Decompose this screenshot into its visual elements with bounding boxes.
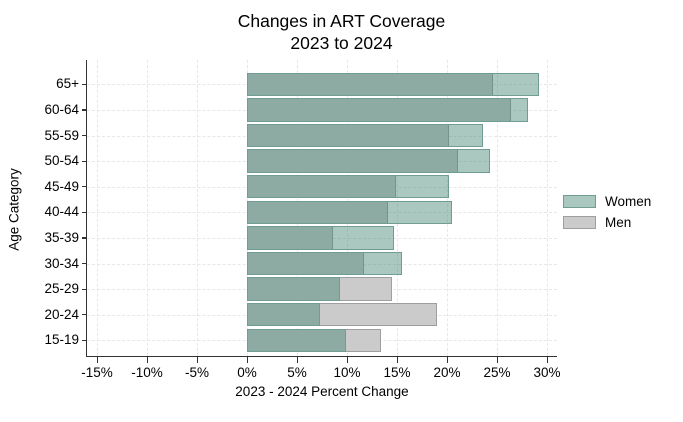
x-tick-mark [296, 357, 298, 363]
bar-women-25-29 [247, 277, 340, 301]
vertical-gridline [497, 60, 498, 356]
bar-women-40-44 [247, 200, 452, 225]
y-axis-line [86, 60, 88, 357]
vertical-gridline [147, 60, 148, 356]
bar-women-65+ [247, 72, 539, 97]
bar-women-30-34 [247, 251, 402, 276]
x-tick-mark [446, 357, 448, 363]
legend-label: Men [605, 214, 632, 230]
y-tick-mark [82, 237, 87, 239]
x-tick-mark [396, 357, 398, 363]
y-tick-label-55-59: 55-59 [44, 127, 79, 143]
legend-item-men: Men [563, 212, 651, 232]
x-tick-label: 15% [383, 365, 411, 380]
bar-women-20-24 [247, 302, 320, 327]
x-tick-label: -15% [81, 365, 113, 380]
bar-row-15-19 [247, 328, 381, 353]
x-tick-mark [96, 357, 98, 363]
legend-item-women: Women [563, 191, 651, 211]
y-tick-label-60-64: 60-64 [44, 101, 79, 117]
plot-area [87, 60, 557, 356]
chart-title-line2: 2023 to 2024 [290, 33, 393, 53]
y-tick-mark [82, 160, 87, 162]
x-tick-label: -10% [131, 365, 163, 380]
vertical-gridline [397, 60, 398, 356]
x-axis-title: 2023 - 2024 Percent Change [235, 384, 409, 399]
x-tick-label: 20% [433, 365, 461, 380]
y-tick-label-40-44: 40-44 [44, 204, 79, 220]
bar-row-30-34 [247, 251, 402, 276]
chart-title: Changes in ART Coverage 2023 to 2024 [0, 10, 683, 54]
y-axis-title: Age Category [6, 168, 22, 251]
legend-label: Women [605, 193, 652, 209]
bar-row-55-59 [247, 123, 483, 148]
y-tick-label-20-24: 20-24 [44, 306, 79, 322]
x-tick-label: 5% [287, 365, 307, 380]
x-tick-mark [496, 357, 498, 363]
x-tick-mark [246, 357, 248, 363]
y-tick-mark [82, 263, 87, 265]
x-tick-label: 30% [533, 365, 561, 380]
bar-women-45-49 [247, 174, 449, 199]
bar-row-40-44 [247, 200, 452, 225]
x-tick-label: 0% [237, 365, 257, 380]
x-tick-label: 25% [483, 365, 511, 380]
legend-swatch-men [563, 215, 596, 229]
bar-row-45-49 [247, 174, 449, 199]
bar-row-65+ [247, 72, 539, 97]
x-axis-line [86, 356, 557, 358]
y-tick-mark [82, 288, 87, 290]
bar-row-50-54 [247, 149, 490, 173]
y-tick-mark [82, 314, 87, 316]
y-tick-label-35-39: 35-39 [44, 229, 79, 245]
bar-women-15-19 [247, 328, 346, 353]
y-tick-mark [82, 83, 87, 85]
vertical-gridline [197, 60, 198, 356]
y-tick-mark [82, 339, 87, 341]
x-tick-mark [196, 357, 198, 363]
chart-title-line1: Changes in ART Coverage [237, 11, 446, 31]
y-tick-label-50-54: 50-54 [44, 153, 79, 169]
y-tick-mark [82, 135, 87, 137]
x-tick-mark [146, 357, 148, 363]
vertical-gridline [447, 60, 448, 356]
bar-women-60-64 [247, 98, 528, 122]
x-tick-mark [346, 357, 348, 363]
y-tick-label-65+: 65+ [56, 76, 79, 92]
y-tick-mark [82, 186, 87, 188]
bar-women-35-39 [247, 226, 394, 250]
x-tick-mark [546, 357, 548, 363]
bar-women-50-54 [247, 149, 490, 173]
x-tick-label: 10% [333, 365, 361, 380]
legend: Women Men [563, 191, 651, 233]
bar-row-60-64 [247, 98, 528, 122]
x-tick-label: -5% [184, 365, 209, 380]
bar-women-55-59 [247, 123, 483, 148]
vertical-gridline [97, 60, 98, 356]
y-tick-label-25-29: 25-29 [44, 281, 79, 297]
y-tick-label-15-19: 15-19 [44, 332, 79, 348]
bar-row-20-24 [247, 302, 437, 327]
legend-swatch-women [563, 194, 596, 208]
bar-row-25-29 [247, 277, 392, 301]
y-tick-mark [82, 109, 87, 111]
y-tick-mark [82, 211, 87, 213]
y-tick-label-45-49: 45-49 [44, 178, 79, 194]
y-tick-label-30-34: 30-34 [44, 255, 79, 271]
bar-row-35-39 [247, 226, 394, 250]
vertical-gridline [547, 60, 548, 356]
